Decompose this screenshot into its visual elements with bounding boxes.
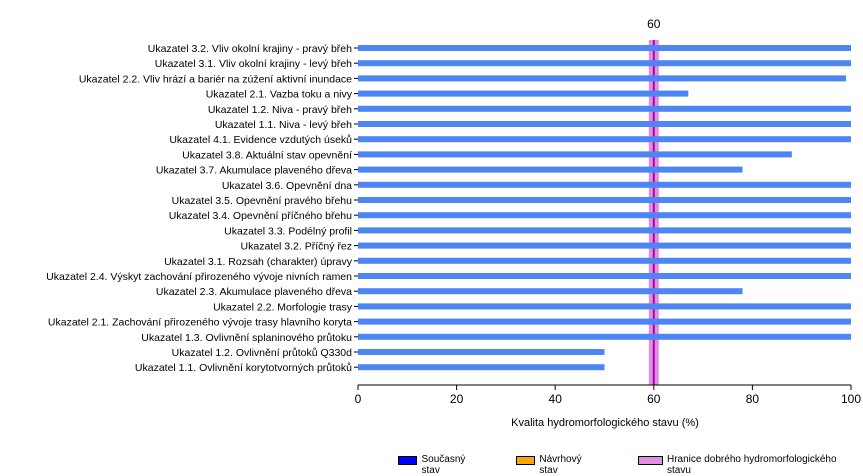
bar xyxy=(358,333,851,340)
bar xyxy=(358,303,851,310)
y-axis-labels: Ukazatel 3.2. Vliv okolní krajiny - prav… xyxy=(46,43,358,374)
x-axis: 0 20 40 60 80 100 xyxy=(355,384,861,406)
y-tick-label: Ukazatel 3.2. Vliv okolní krajiny - prav… xyxy=(148,43,352,55)
y-tick-label: Ukazatel 2.2. Morfologie trasy xyxy=(213,301,353,313)
legend-swatch-threshold xyxy=(638,456,663,465)
y-tick-label: Ukazatel 2.1. Zachování přirozeného vývo… xyxy=(48,317,352,329)
bar xyxy=(358,227,851,234)
y-tick-label: Ukazatel 3.8. Aktuální stav opevnění xyxy=(182,149,352,161)
y-tick-label: Ukazatel 3.6. Opevnění dna xyxy=(222,180,352,192)
y-tick-label: Ukazatel 3.5. Opevnění pravého břehu xyxy=(172,195,353,207)
x-tick-label: 40 xyxy=(549,392,563,406)
bar xyxy=(358,318,851,325)
legend-swatch-current xyxy=(398,456,418,465)
y-tick-label: Ukazatel 1.2. Ovlivnění průtoků Q330d xyxy=(172,347,353,359)
y-tick-label: Ukazatel 3.1. Vliv okolní krajiny - levý… xyxy=(155,58,352,70)
bar xyxy=(358,105,851,112)
y-tick-label: Ukazatel 1.1. Ovlivnění korytotvorných p… xyxy=(135,362,352,374)
bar xyxy=(358,45,851,51)
bar xyxy=(358,166,743,173)
y-tick-label: Ukazatel 2.3. Akumulace plaveného dřeva xyxy=(156,286,352,298)
bar xyxy=(358,212,851,219)
bar xyxy=(358,121,851,127)
y-tick-label: Ukazatel 1.2. Niva - pravý břeh xyxy=(208,104,352,116)
bar xyxy=(358,273,851,279)
legend-label-threshold: Hranice dobrého hydromorfologického stav… xyxy=(667,454,837,476)
bar xyxy=(358,181,851,188)
bar xyxy=(358,349,605,355)
y-tick-label: Ukazatel 3.2. Příčný řez xyxy=(241,241,352,253)
legend-item-threshold: Hranice dobrého hydromorfologického stav… xyxy=(638,454,863,476)
legend-item-current: Současný stav xyxy=(398,454,471,476)
bar xyxy=(358,288,743,295)
y-tick-label: Ukazatel 3.4. Opevnění příčného břehu xyxy=(169,210,352,222)
legend-swatch-proposed xyxy=(516,456,536,465)
y-tick-label: Ukazatel 2.4. Výskyt zachování přirozené… xyxy=(46,271,352,283)
bar xyxy=(358,75,847,82)
y-tick-label: Ukazatel 2.1. Vazba toku a nivy xyxy=(206,89,353,101)
bar xyxy=(358,257,851,264)
x-tick-label: 20 xyxy=(450,392,464,406)
bar xyxy=(358,242,851,249)
bar xyxy=(358,151,792,158)
y-tick-label: Ukazatel 1.3. Ovlivnění splaninového prů… xyxy=(141,332,352,344)
bar xyxy=(358,90,689,97)
bar xyxy=(358,60,851,67)
threshold-label: 60 xyxy=(647,17,661,31)
y-tick-label: Ukazatel 4.1. Evidence vzdutých úseků xyxy=(169,134,352,146)
y-tick-label: Ukazatel 2.2. Vliv hrází a bariér na zúž… xyxy=(79,73,352,85)
x-tick-label: 0 xyxy=(355,392,362,406)
y-tick-label: Ukazatel 3.7. Akumulace plaveného dřeva xyxy=(156,165,352,177)
bar xyxy=(358,136,851,143)
y-tick-label: Ukazatel 3.3. Podélný profil xyxy=(224,225,352,237)
x-tick-label: 80 xyxy=(746,392,760,406)
bar xyxy=(358,197,851,203)
legend-label-proposed: Návrhový stav xyxy=(539,454,582,476)
legend-item-proposed: Návrhový stav xyxy=(516,454,587,476)
x-tick-label: 60 xyxy=(647,392,661,406)
bar xyxy=(358,364,605,371)
y-tick-label: Ukazatel 3.1. Rozsah (charakter) úpravy xyxy=(164,256,353,268)
y-tick-label: Ukazatel 1.1. Niva - levý břeh xyxy=(215,119,352,131)
legend-label-current: Současný stav xyxy=(421,454,466,476)
x-tick-label: 100 xyxy=(841,392,861,406)
x-axis-title: Kvalita hydromorfologického stavu (%) xyxy=(511,417,699,429)
bars xyxy=(358,45,851,371)
